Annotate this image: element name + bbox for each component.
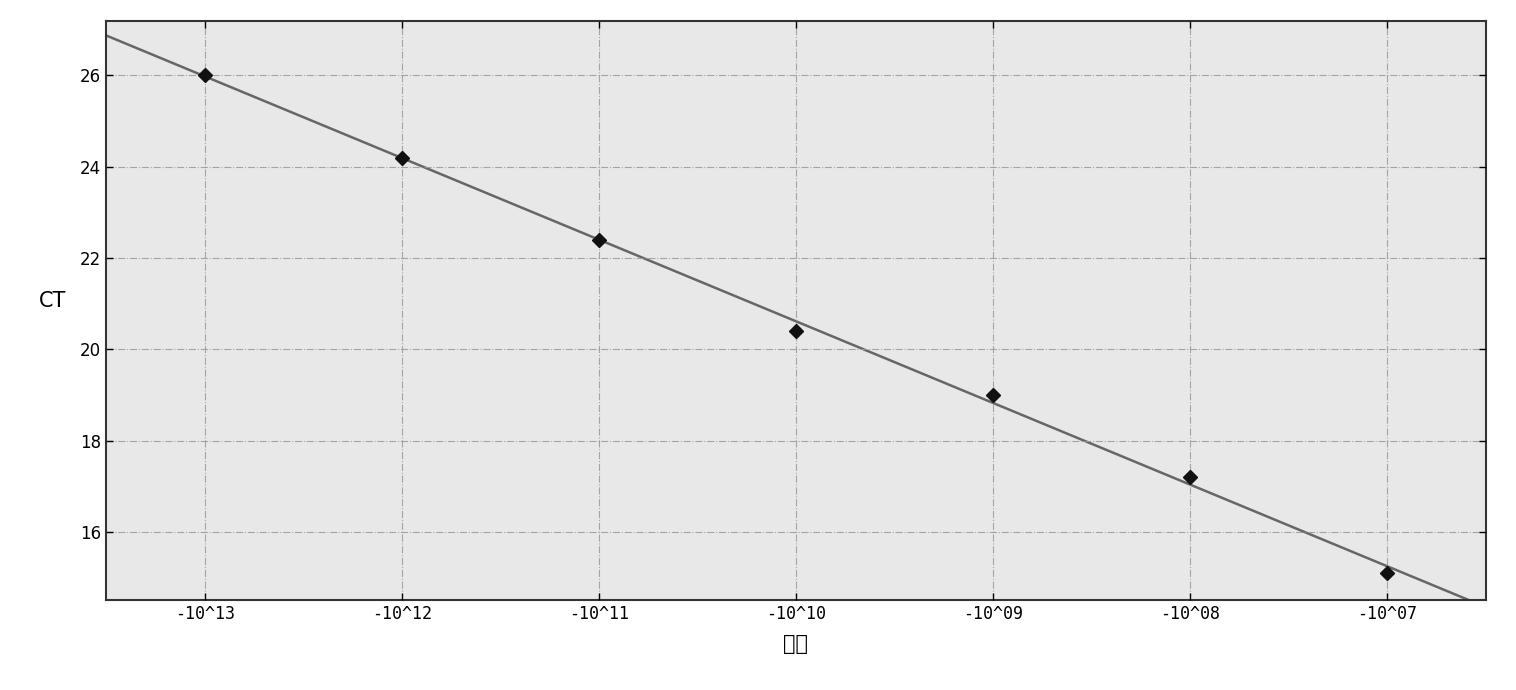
X-axis label: 浓度: 浓度 <box>784 634 808 654</box>
Y-axis label: CT: CT <box>38 290 65 310</box>
